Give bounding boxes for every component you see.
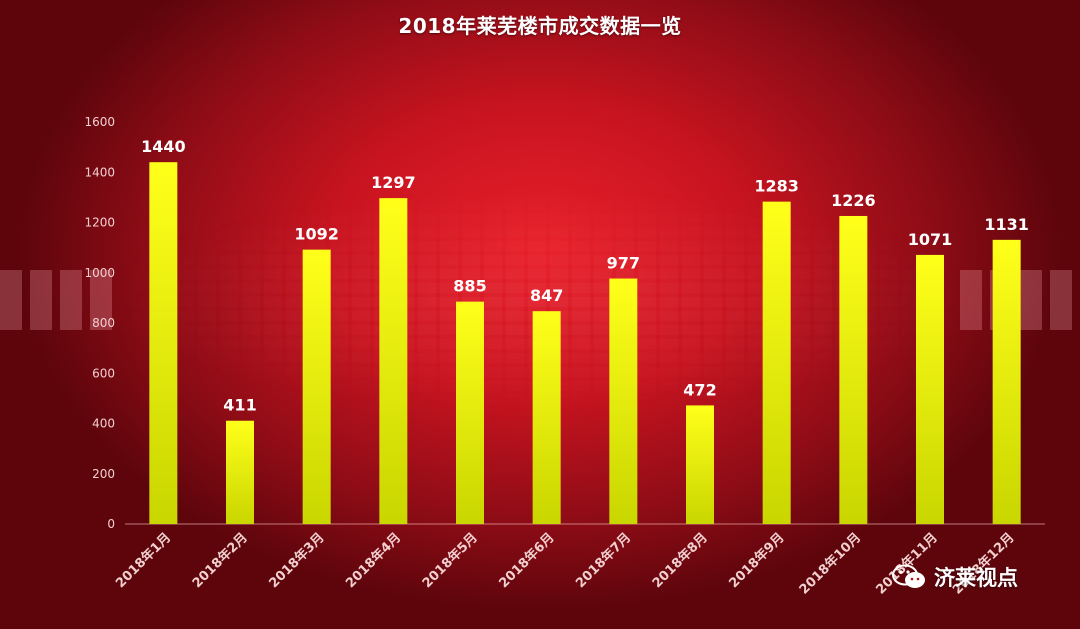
wechat-icon [892, 564, 926, 590]
x-tick-label: 2018年6月 [496, 530, 558, 592]
data-label: 977 [607, 254, 640, 273]
y-tick-label: 1400 [84, 165, 115, 179]
data-label: 885 [453, 277, 486, 296]
x-tick-label: 2018年4月 [342, 530, 404, 592]
bar [149, 162, 178, 524]
x-tick-label: 2018年7月 [572, 530, 634, 592]
data-label: 1071 [908, 230, 953, 249]
x-tick-label: 2018年10月 [796, 530, 864, 598]
x-tick-label: 2018年1月 [112, 530, 174, 592]
y-tick-label: 1200 [84, 216, 115, 230]
bar [456, 301, 484, 524]
data-label: 1283 [754, 177, 799, 196]
x-tick-label: 2018年8月 [649, 530, 711, 592]
bar [916, 254, 944, 524]
background-band-left [0, 270, 120, 330]
data-label: 1131 [984, 215, 1029, 234]
data-label: 472 [683, 380, 716, 399]
y-tick-label: 600 [92, 366, 115, 380]
bar [226, 420, 254, 524]
data-label: 1226 [831, 191, 876, 210]
bar [379, 198, 408, 524]
bar [839, 215, 868, 524]
x-tick-label: 2018年9月 [726, 530, 788, 592]
y-tick-label: 200 [92, 467, 115, 481]
data-label: 411 [223, 396, 256, 415]
x-tick-label: 2018年2月 [189, 530, 251, 592]
y-tick-label: 1600 [84, 115, 115, 129]
y-tick-label: 400 [92, 417, 115, 431]
chart-title: 2018年莱芜楼市成交数据一览 [398, 14, 682, 38]
data-label: 1092 [294, 225, 339, 244]
y-tick-label: 1000 [84, 266, 115, 280]
y-tick-label: 800 [92, 316, 115, 330]
data-label: 1440 [141, 137, 186, 156]
bar [609, 278, 638, 524]
bar [302, 249, 331, 524]
bar [992, 239, 1021, 524]
y-tick-label: 0 [107, 517, 115, 531]
bar [686, 405, 714, 524]
bar [532, 311, 561, 524]
x-tick-label: 2018年3月 [266, 530, 328, 592]
brand-watermark: 济莱视点 [892, 562, 1018, 592]
bar [762, 201, 791, 525]
x-tick-label: 2018年5月 [419, 530, 481, 592]
data-label: 1297 [371, 173, 416, 192]
data-label: 847 [530, 286, 563, 305]
brand-name: 济莱视点 [934, 566, 1018, 590]
